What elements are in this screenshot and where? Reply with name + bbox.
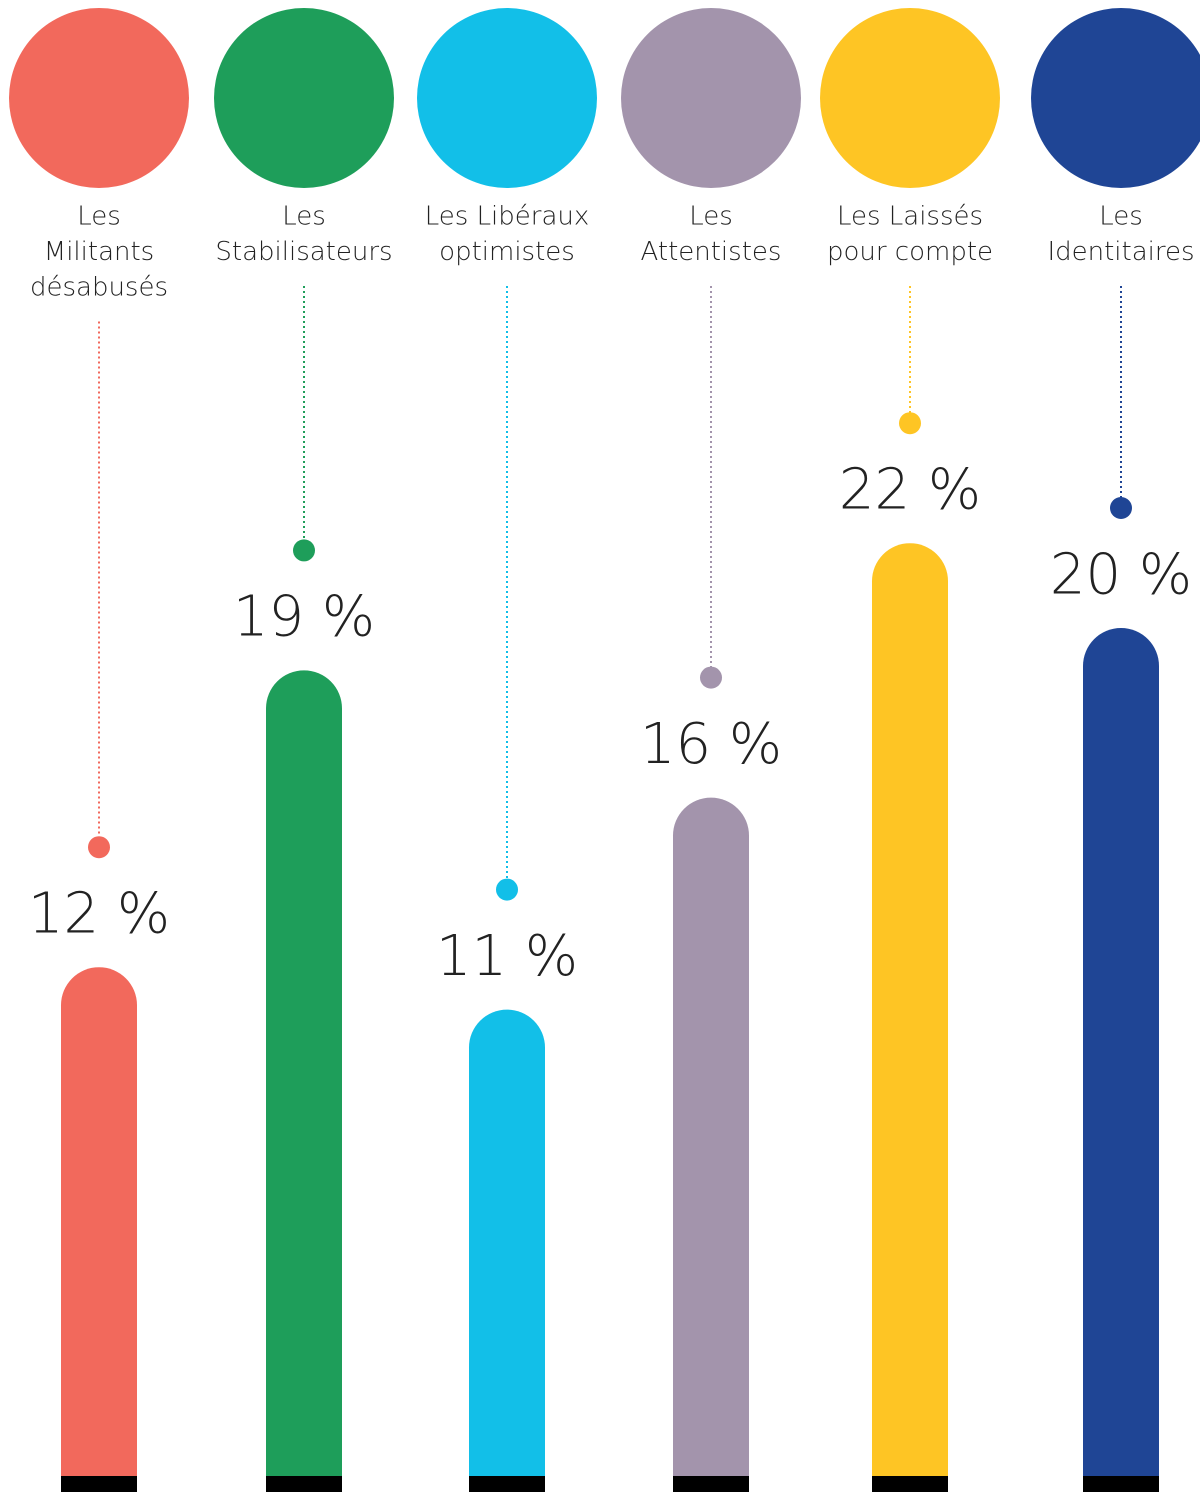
value-label: 12 % xyxy=(28,881,170,946)
avatar xyxy=(214,8,394,188)
avatar xyxy=(417,8,597,188)
dot xyxy=(899,412,921,434)
dot xyxy=(496,879,518,901)
bar xyxy=(266,670,342,1476)
category-label: Les xyxy=(1099,202,1143,232)
dot xyxy=(293,539,315,561)
dot xyxy=(88,836,110,858)
bar xyxy=(1083,628,1159,1476)
category-label: Les xyxy=(689,202,733,232)
avatar xyxy=(621,8,801,188)
value-label: 11 % xyxy=(436,924,578,989)
value-label: 19 % xyxy=(233,585,375,650)
category-label: Stabilisateurs xyxy=(215,237,392,267)
chart: Les Militants désabusés 12 % Les Stabilisateu… xyxy=(0,0,1200,1492)
dot xyxy=(700,667,722,689)
category-label: pour compte xyxy=(827,237,993,267)
bar xyxy=(61,967,137,1476)
base xyxy=(61,1476,137,1492)
base xyxy=(266,1476,342,1492)
base xyxy=(872,1476,948,1492)
category-label: optimistes xyxy=(439,237,575,267)
avatar xyxy=(9,8,189,188)
value-label: 16 % xyxy=(640,712,782,777)
bar xyxy=(469,1010,545,1476)
category-label: Les xyxy=(282,202,326,232)
base xyxy=(673,1476,749,1492)
category-label: Militants xyxy=(44,237,154,267)
category-label: Attentistes xyxy=(641,237,782,267)
dot xyxy=(1110,497,1132,519)
bar xyxy=(872,543,948,1476)
base xyxy=(1083,1476,1159,1492)
bar xyxy=(673,798,749,1476)
value-label: 20 % xyxy=(1050,542,1192,607)
category-label: Les Libéraux xyxy=(425,202,590,232)
category-label: Identitaires xyxy=(1047,237,1194,267)
category-label: désabusés xyxy=(30,273,168,303)
category-label: Les Laissés xyxy=(837,202,983,232)
base xyxy=(469,1476,545,1492)
avatar xyxy=(820,8,1000,188)
category-label: Les xyxy=(77,202,121,232)
avatar xyxy=(1031,8,1200,188)
value-label: 22 % xyxy=(839,457,981,522)
